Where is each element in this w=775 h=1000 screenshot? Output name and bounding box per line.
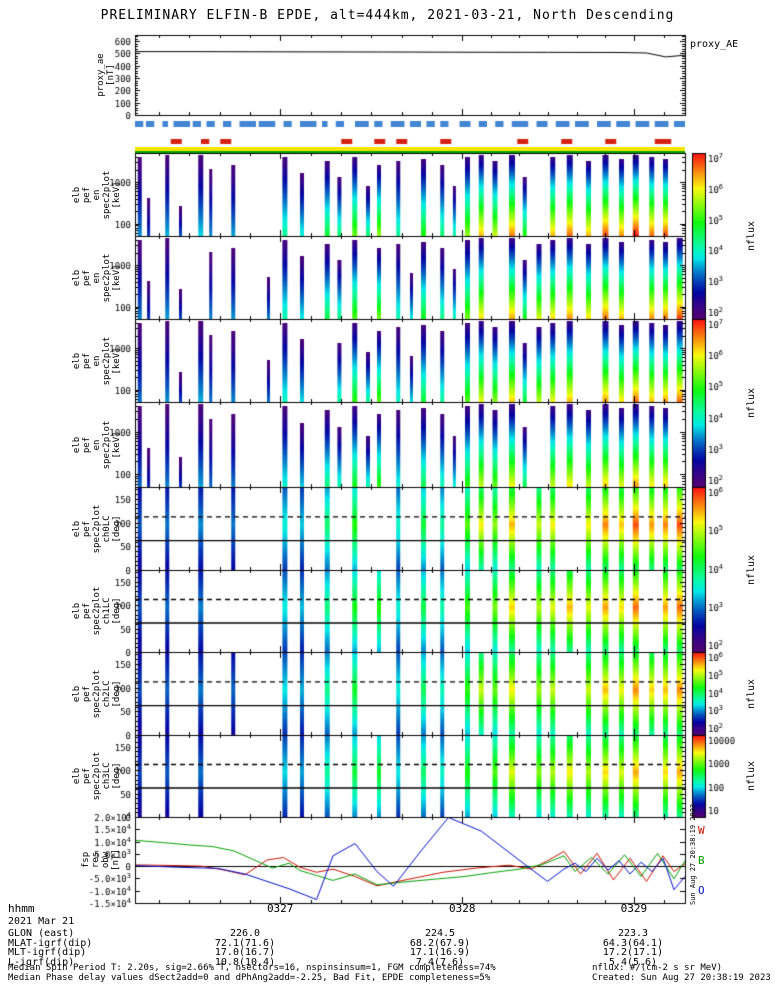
footer-row-3-value-0: 10.8(10.4) xyxy=(214,956,276,968)
footer-row-0-value-1: 224.5 xyxy=(424,928,456,939)
footer-row-1-value-2: 64.3(64.1) xyxy=(602,937,664,949)
footer-row-1-value-0: 72.1(71.6) xyxy=(214,937,276,949)
date-label: 2021 Mar 21 xyxy=(8,916,75,927)
footer-row-2-value-1: 17.1(16.9) xyxy=(409,947,471,958)
footer-row-0-value-0: 226.0 xyxy=(229,928,261,939)
side-timestamp: Sun Aug 27 20:38:19 2023 xyxy=(689,803,697,905)
xtick-label-0328: 0328 xyxy=(449,902,476,915)
ylabel-proxy: proxy_ae [nT] xyxy=(96,53,116,97)
ylabel-pitch-ch0LC: elb pef spec2plot ch0LC [deg] xyxy=(72,504,122,553)
ylabel-pitch-ch2LC: elb pef spec2plot ch2LC [deg] xyxy=(72,669,122,718)
footer-row-2-value-2: 17.2(17.1) xyxy=(602,947,664,958)
ylabel-energy-3: elb pef en spec2plot [keV] xyxy=(72,420,122,469)
colorbar-title-4: nflux xyxy=(746,760,757,792)
colorbar-title-0: nflux xyxy=(746,220,757,252)
footer-row-3-value-2: 5.4(5.6) xyxy=(608,956,658,968)
footer-note-spin: Median Spin Period T: 2.20s, sig=2.66% T… xyxy=(8,963,496,973)
proxy-ae-right-label: proxy_AE xyxy=(690,39,739,50)
footer-row-label-0: GLON (east) xyxy=(8,928,75,939)
ylabel-pitch-ch1LC: elb pef spec2plot ch1LC [deg] xyxy=(72,586,122,636)
plot-title: PRELIMINARY ELFIN-B EPDE, alt=444km, 202… xyxy=(100,8,675,23)
colorbar-title-2: nflux xyxy=(746,554,757,585)
footer-row-label-2: MLT-igrf(dip) xyxy=(8,947,87,958)
fgm-series-label-W: W xyxy=(698,824,705,837)
ylabel-fgm: fsp res obw [nT] xyxy=(81,849,121,871)
colorbar-title-3: nflux xyxy=(746,678,757,709)
ylabel-energy-2: elb pef en spec2plot [keV] xyxy=(72,336,122,385)
colorbar-title-1: nflux xyxy=(746,387,757,419)
footer-note-nflux-units: nflux: #/(cm-2 s sr MeV) xyxy=(592,963,723,973)
xtick-label-0327: 0327 xyxy=(266,902,294,915)
xaxis-title: hhmm xyxy=(8,902,35,915)
footer-row-2-value-0: 17.0(16.7) xyxy=(214,947,276,958)
footer-row-1-value-1: 68.2(67.9) xyxy=(409,937,471,949)
xtick-label-0329: 0329 xyxy=(620,902,648,915)
footer-note-phase: Median Phase delay values dSect2add=0 an… xyxy=(8,973,491,983)
footer-row-0-value-2: 223.3 xyxy=(617,928,649,939)
footer-row-label-1: MLAT-igrf(dip) xyxy=(8,937,93,949)
ylabel-pitch-ch3LC: elb pef spec2plot ch3LC [deg] xyxy=(72,751,122,801)
footer-row-label-3: L-igrf(dip) xyxy=(8,956,75,968)
footer-note-created: Created: Sun Aug 27 20:38:19 2023 xyxy=(592,973,771,983)
footer-row-3-value-1: 7.4(7.6) xyxy=(415,956,465,968)
fgm-series-label-O: O xyxy=(698,884,705,897)
ylabel-energy-1: elb pef en spec2plot [keV] xyxy=(72,253,122,302)
fgm-series-label-B: B xyxy=(698,854,705,867)
ylabel-energy-0: elb pef en spec2plot [keV] xyxy=(72,170,122,219)
